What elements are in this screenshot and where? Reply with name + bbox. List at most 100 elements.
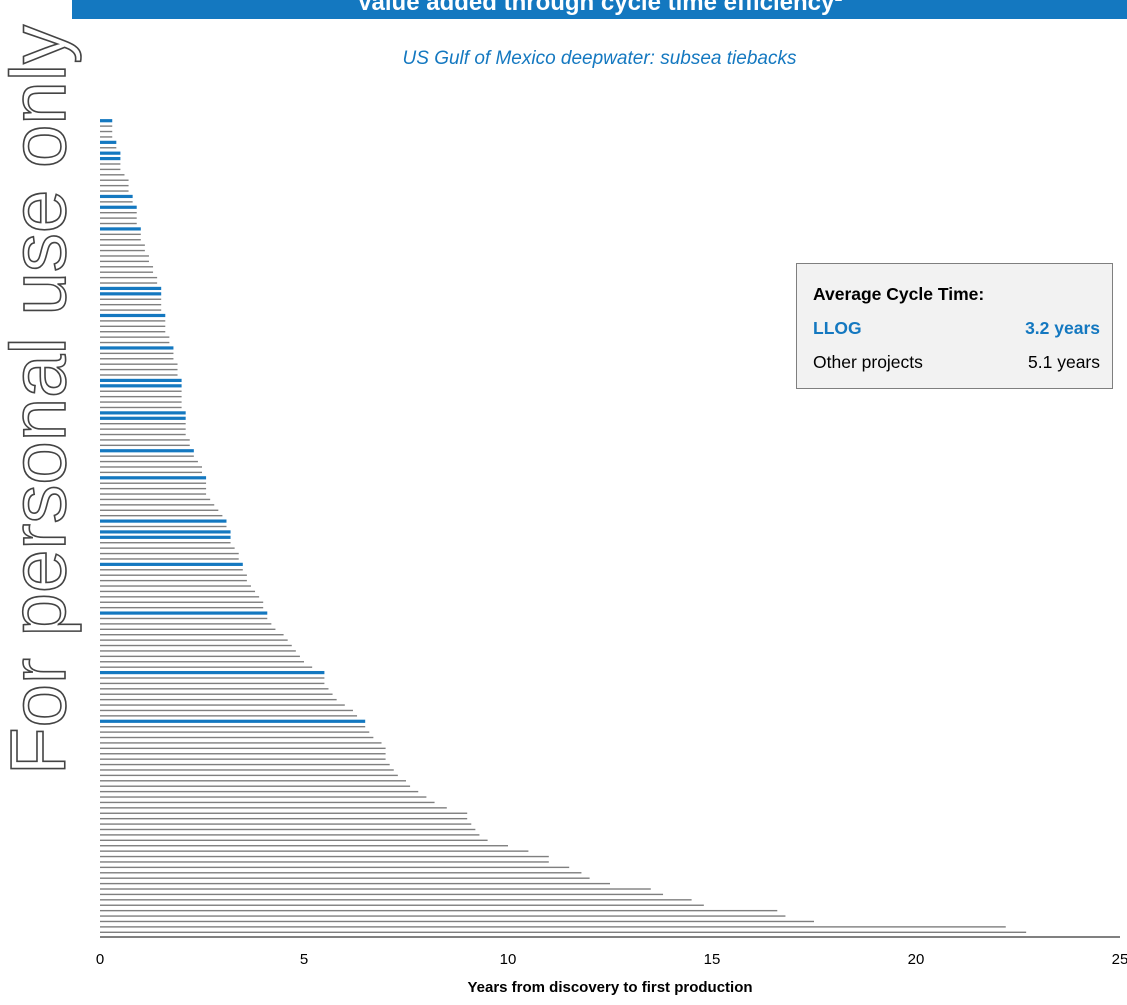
bar-other — [100, 590, 256, 593]
bar-other — [100, 920, 814, 923]
bar-other — [100, 179, 129, 181]
bar-llog — [100, 384, 182, 388]
bar-other — [100, 709, 353, 712]
bar-other — [100, 850, 529, 852]
bar-other — [100, 552, 239, 555]
legend-row-other: Other projects 5.1 years — [813, 352, 1100, 376]
bar-other — [100, 249, 145, 252]
bar-other — [100, 715, 358, 717]
bar-other — [100, 688, 329, 690]
bar-other — [100, 742, 382, 744]
bar-other — [100, 433, 186, 436]
bar-other — [100, 374, 178, 376]
x-tick-label: 0 — [96, 951, 104, 968]
bar-other — [100, 882, 610, 885]
bar-other — [100, 471, 202, 474]
bar-other — [100, 493, 207, 495]
bar-other — [100, 623, 272, 625]
bar-other — [100, 525, 227, 528]
bar-other — [100, 460, 198, 463]
legend-other-value: 5.1 years — [1028, 352, 1100, 372]
legend-row-llog: LLOG 3.2 years — [813, 318, 1100, 342]
bar-other — [100, 693, 333, 695]
bar-llog — [100, 535, 231, 539]
bar-llog — [100, 519, 227, 523]
bar-other — [100, 585, 251, 587]
legend-title: Average Cycle Time: — [813, 284, 985, 304]
bar-other — [100, 758, 386, 760]
bar-other — [100, 855, 549, 858]
legend-llog-label: LLOG — [813, 318, 862, 338]
bar-llog — [100, 205, 137, 209]
bar-other — [100, 661, 304, 663]
bar-other — [100, 147, 117, 149]
bar-other — [100, 336, 170, 338]
bar-llog — [100, 416, 186, 420]
bar-other — [100, 341, 170, 344]
bar-other — [100, 845, 508, 847]
bar-other — [100, 547, 235, 549]
bar-other — [100, 439, 190, 441]
bar-other — [100, 828, 476, 831]
bar-llog — [100, 719, 366, 723]
bar-other — [100, 255, 149, 257]
bar-other — [100, 266, 154, 268]
bar-llog — [100, 346, 174, 350]
bar-other — [100, 677, 325, 679]
bar-other — [100, 682, 325, 685]
bar-other — [100, 395, 182, 398]
bar-other — [100, 763, 390, 766]
bar-other — [100, 163, 121, 165]
bar-llog — [100, 449, 194, 453]
bar-llog — [100, 313, 166, 318]
bar-other — [100, 790, 419, 793]
bar-llog — [100, 292, 162, 296]
bar-other — [100, 331, 166, 333]
bar-other — [100, 271, 154, 273]
x-tick-label: 20 — [908, 951, 925, 968]
bar-llog — [100, 611, 268, 615]
bar-other — [100, 363, 178, 365]
legend-other-label: Other projects — [813, 352, 923, 372]
bar-other — [100, 801, 435, 804]
bar-other — [100, 174, 125, 176]
bar-other — [100, 579, 247, 582]
bar-other — [100, 222, 137, 225]
bar-other — [100, 796, 427, 798]
bar-other — [100, 482, 207, 484]
bar-other — [100, 617, 268, 620]
title-bar: Value added through cycle time efficienc… — [72, 0, 1127, 19]
bar-other — [100, 211, 137, 214]
bar-other — [100, 812, 468, 814]
bar-other — [100, 769, 394, 771]
bar-other — [100, 639, 288, 641]
bar-llog — [100, 140, 117, 144]
bar-llog — [100, 411, 186, 415]
bar-other — [100, 698, 337, 701]
bar-other — [100, 233, 141, 236]
bar-other — [100, 704, 345, 706]
bar-llog — [100, 194, 133, 199]
bar-other — [100, 320, 166, 322]
bar-llog — [100, 119, 113, 123]
bar-other — [100, 455, 194, 457]
bar-llog — [100, 378, 182, 383]
bar-other — [100, 909, 778, 912]
bar-other — [100, 509, 219, 511]
bar-other — [100, 217, 137, 219]
title-footnote: 1 — [834, 0, 842, 4]
bar-other — [100, 736, 374, 739]
bar-other — [100, 309, 162, 311]
bar-other — [100, 466, 202, 468]
x-tick-label: 15 — [704, 951, 721, 968]
bar-other — [100, 893, 664, 896]
bar-other — [100, 260, 149, 263]
bar-other — [100, 644, 292, 647]
bar-llog — [100, 156, 121, 161]
bar-other — [100, 569, 243, 571]
bar-other — [100, 926, 1006, 928]
bar-other — [100, 601, 264, 603]
bar-llog — [100, 670, 325, 675]
bar-other — [100, 276, 158, 279]
bar-other — [100, 282, 158, 284]
